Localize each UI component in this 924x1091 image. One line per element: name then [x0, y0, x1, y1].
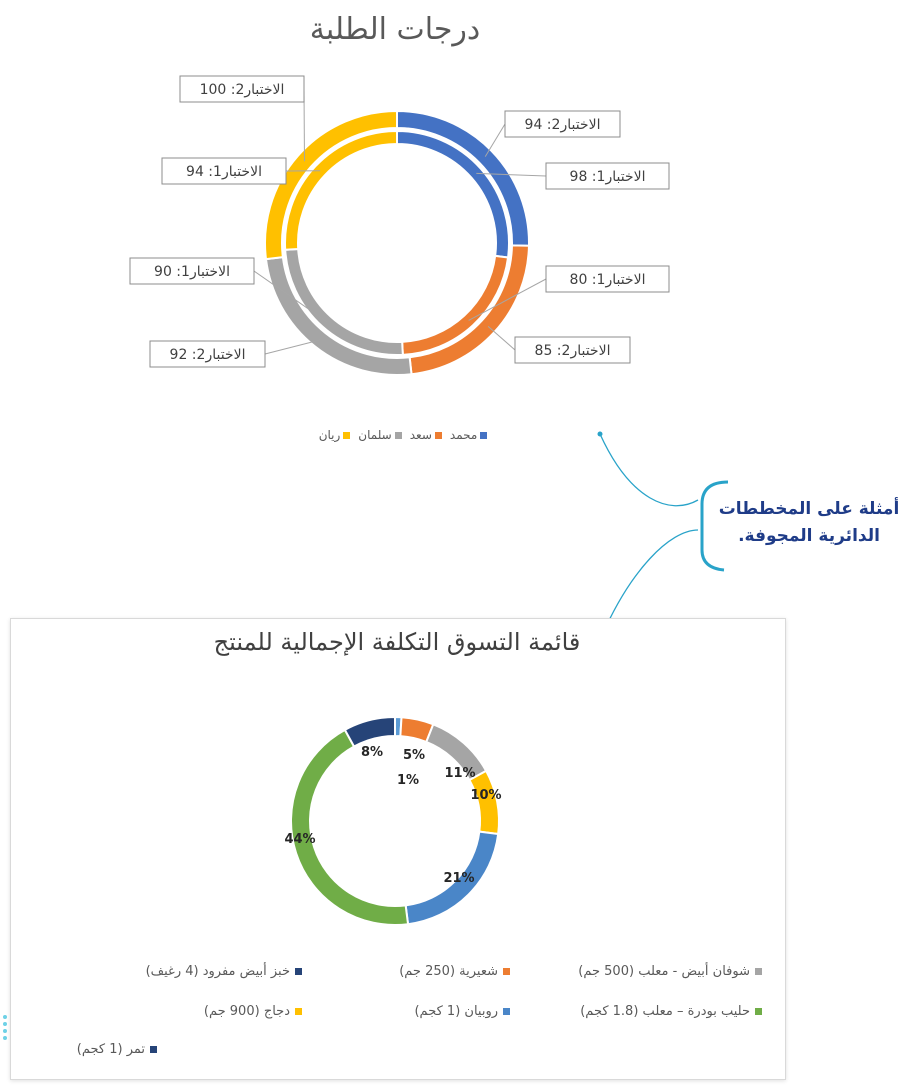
data-label: الاختبار2: 94 — [525, 117, 601, 133]
data-label-box — [161, 157, 287, 185]
chart1-legend: ريان سلمان سعد محمد — [268, 428, 538, 442]
dot — [3, 1029, 7, 1033]
data-label-box — [504, 110, 621, 138]
chart2-title: قائمة التسوق التكلفة الإجمالية للمنتج — [213, 628, 581, 656]
legend-label: سلمان — [358, 428, 392, 442]
data-label: 8% — [361, 745, 383, 760]
legend-swatch — [150, 1046, 157, 1053]
chart1-title: درجات الطلبة — [309, 12, 481, 47]
data-label-box — [514, 336, 631, 364]
legend-label: سعد — [409, 428, 432, 442]
doughnut-segment — [343, 715, 396, 748]
dot — [3, 1022, 7, 1026]
connector-line-top — [599, 433, 699, 507]
data-label: الاختبار1: 98 — [570, 169, 646, 185]
legend-swatch — [394, 431, 402, 439]
data-label: الاختبار2: 100 — [200, 82, 285, 98]
legend-label: ريان — [318, 428, 341, 442]
legend-label: خبز أبيض مفرود (4 رغيف) — [145, 964, 290, 979]
legend-label: شعيرية (250 جم) — [399, 964, 498, 979]
data-label-box — [129, 257, 255, 285]
callout-line2: الدائرية المجوفة. — [738, 526, 880, 546]
leader-line — [487, 325, 516, 351]
data-label: 21% — [443, 871, 474, 886]
chart2-legend-item: تمر (1 كجم) — [77, 1042, 157, 1057]
decorative-dots — [0, 1012, 10, 1043]
leader-line — [484, 123, 506, 157]
legend-swatch — [480, 431, 488, 439]
data-label: الاختبار1: 94 — [186, 164, 262, 180]
chart2-legend-item: خبز أبيض مفرود (4 رغيف) — [146, 964, 302, 979]
chart2-legend-item: شوفان أبيض - معلب (500 جم) — [578, 964, 762, 979]
data-label-box — [179, 75, 305, 103]
connector-dot — [597, 431, 603, 437]
leader-line — [476, 172, 547, 177]
legend-label: دجاج (900 جم) — [203, 1004, 290, 1019]
callout-bracket — [700, 480, 729, 572]
legend-label: تمر (1 كجم) — [76, 1042, 145, 1057]
legend-swatch — [434, 431, 442, 439]
legend-swatch — [755, 1008, 762, 1015]
doughnut-segment — [290, 728, 410, 926]
connector-line-bottom — [599, 529, 699, 641]
legend-label: محمد — [449, 428, 478, 442]
callout-connector — [597, 431, 729, 643]
data-label: 5% — [403, 748, 425, 763]
chart1-legend-item: محمد — [449, 428, 488, 442]
legend-swatch — [755, 968, 762, 975]
data-label-box — [149, 340, 266, 368]
chart2-legend-item: روبيان (1 كجم) — [414, 1004, 510, 1019]
legend-label: روبيان (1 كجم) — [414, 1004, 498, 1019]
legend-swatch — [295, 1008, 302, 1015]
data-label: 44% — [284, 832, 315, 847]
data-label-box — [545, 162, 670, 190]
leader-line — [264, 339, 321, 355]
data-label: 1% — [397, 773, 419, 788]
callout-text: أمثلة على المخططات الدائرية المجوفة. — [704, 496, 914, 550]
data-label-box — [545, 265, 670, 293]
legend-swatch — [503, 968, 510, 975]
leader-line — [253, 270, 328, 323]
legend-swatch — [295, 968, 302, 975]
dot — [3, 1036, 7, 1040]
data-label: الاختبار1: 80 — [570, 272, 646, 288]
data-label: الاختبار2: 85 — [535, 343, 611, 359]
legend-swatch — [343, 431, 351, 439]
callout-line1: أمثلة على المخططات — [718, 499, 900, 519]
chart1-svg: الاختبار2: 94 الاختبار1: 98 الاختبار1: 80 ا… — [129, 75, 670, 376]
leader-line — [468, 278, 547, 321]
chart1-legend-item: سلمان — [358, 428, 402, 442]
legend-label: شوفان أبيض - معلب (500 جم) — [578, 964, 750, 979]
chart2-legend-item: حليب بودرة – معلب (1.8 كجم) — [580, 1004, 762, 1019]
dot — [3, 1015, 7, 1019]
data-label: الاختبار2: 92 — [170, 347, 246, 363]
data-label: 10% — [470, 788, 501, 803]
legend-swatch — [503, 1008, 510, 1015]
ring-segment — [264, 109, 398, 261]
data-label: 11% — [444, 766, 475, 781]
chart1-legend-item: ريان — [319, 428, 351, 442]
chart2-legend-item: شعيرية (250 جم) — [399, 964, 510, 979]
chart2-legend-item: دجاج (900 جم) — [204, 1004, 302, 1019]
legend-label: حليب بودرة – معلب (1.8 كجم) — [580, 1004, 750, 1019]
chart2-panel — [10, 618, 786, 1080]
ring-segment — [284, 129, 398, 251]
chart1-legend-item: سعد — [410, 428, 442, 442]
data-label: الاختبار1: 90 — [154, 264, 230, 280]
